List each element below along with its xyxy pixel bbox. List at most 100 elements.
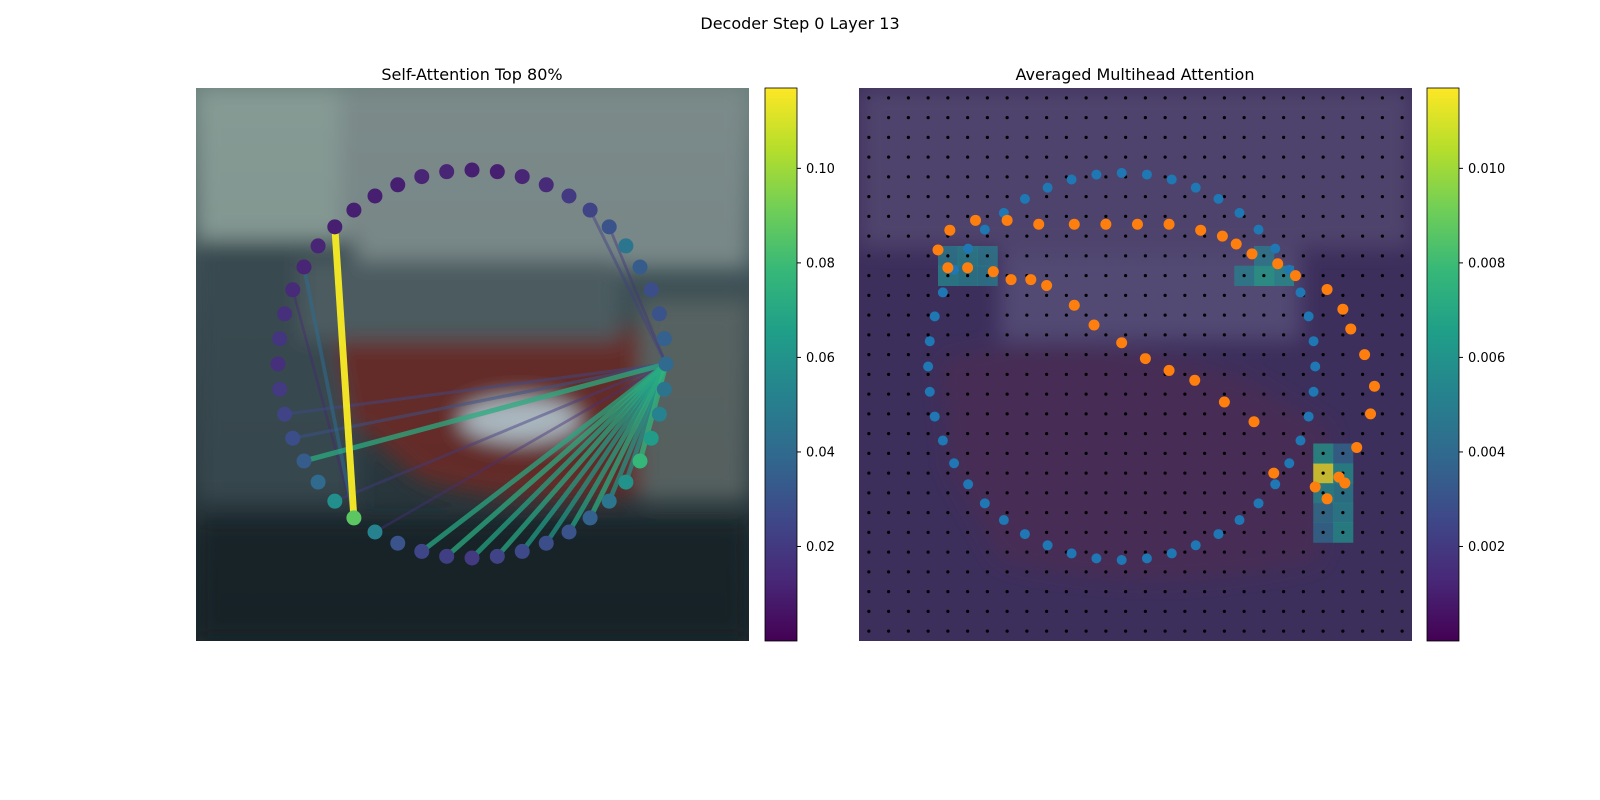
reference-dot [1282,412,1286,416]
reference-dot [1104,96,1108,100]
reference-dot [1045,135,1049,139]
reference-dot [1262,451,1266,455]
reference-dot [985,313,989,317]
reference-dot [1282,629,1286,633]
reference-dot [1400,372,1404,376]
reference-dot [906,96,910,100]
colorbar-tick-label: 0.08 [806,256,835,271]
reference-dot [1400,293,1404,297]
reference-dot [1380,432,1384,436]
reference-dot [1143,432,1147,436]
reference-dot [1222,116,1226,120]
reference-dot [1143,274,1147,278]
reference-dot [1341,214,1345,218]
reference-dot [1064,195,1068,199]
reference-dot [1380,214,1384,218]
reference-dot [1222,511,1226,515]
reference-dot [1400,116,1404,120]
reference-dot [1222,353,1226,357]
reference-dot [1301,609,1305,613]
reference-dot [887,313,891,317]
reference-dot [1203,254,1207,258]
reference-dot [1262,530,1266,534]
reference-dot [1282,530,1286,534]
reference-dot [966,254,970,258]
query-point [1270,243,1281,254]
reference-dot [1104,491,1108,495]
reference-dot [1400,96,1404,100]
query-point [439,164,455,180]
reference-dot [1025,392,1029,396]
reference-dot [1203,570,1207,574]
reference-dot [1124,195,1128,199]
reference-dot [1380,629,1384,633]
reference-dot [887,550,891,554]
reference-dot [1400,590,1404,594]
reference-dot [1143,96,1147,100]
prediction-point [1268,467,1280,479]
reference-dot [1301,274,1305,278]
reference-dot [906,116,910,120]
reference-dot [867,471,871,475]
reference-dot [926,254,930,258]
prediction-point [970,214,982,226]
reference-dot [1222,214,1226,218]
reference-dot [946,155,950,159]
reference-dot [1203,451,1207,455]
reference-dot [985,530,989,534]
reference-dot [1084,214,1088,218]
query-point [489,164,505,180]
reference-dot [926,234,930,238]
reference-dot [1183,313,1187,317]
reference-dot [1242,274,1246,278]
reference-dot [1064,451,1068,455]
reference-dot [966,293,970,297]
reference-dot [1341,629,1345,633]
reference-dot [887,392,891,396]
query-point [1234,515,1245,526]
reference-dot [1361,550,1365,554]
reference-dot [1163,234,1167,238]
reference-dot [867,214,871,218]
reference-dot [1380,412,1384,416]
reference-dot [1321,353,1325,357]
reference-dot [906,491,910,495]
reference-dot [985,175,989,179]
reference-dot [1084,392,1088,396]
reference-dot [1282,432,1286,436]
reference-dot [867,432,871,436]
reference-dot [1064,609,1068,613]
reference-dot [1282,116,1286,120]
query-point [979,224,990,235]
self-attention-title: Self-Attention Top 80% [381,65,562,84]
query-point [1042,540,1053,551]
reference-dot [1084,293,1088,297]
reference-dot [1242,590,1246,594]
reference-dot [1380,451,1384,455]
query-point [327,219,343,235]
reference-dot [1124,313,1128,317]
reference-dot [1143,590,1147,594]
reference-dot [1084,609,1088,613]
reference-dot [1005,609,1009,613]
reference-dot [1163,471,1167,475]
reference-dot [1104,214,1108,218]
reference-dot [1084,372,1088,376]
reference-dot [1005,254,1009,258]
reference-dot [926,155,930,159]
reference-dot [1262,412,1266,416]
query-point [561,524,577,540]
reference-dot [1222,155,1226,159]
reference-dot [1380,254,1384,258]
reference-dot [1203,135,1207,139]
reference-dot [926,214,930,218]
reference-dot [1400,234,1404,238]
query-point [979,498,990,509]
colorbar-tick-label: 0.04 [806,445,835,460]
prediction-point [1230,238,1242,250]
reference-dot [985,116,989,120]
reference-dot [1143,313,1147,317]
reference-dot [1361,116,1365,120]
reference-dot [887,214,891,218]
reference-dot [985,629,989,633]
